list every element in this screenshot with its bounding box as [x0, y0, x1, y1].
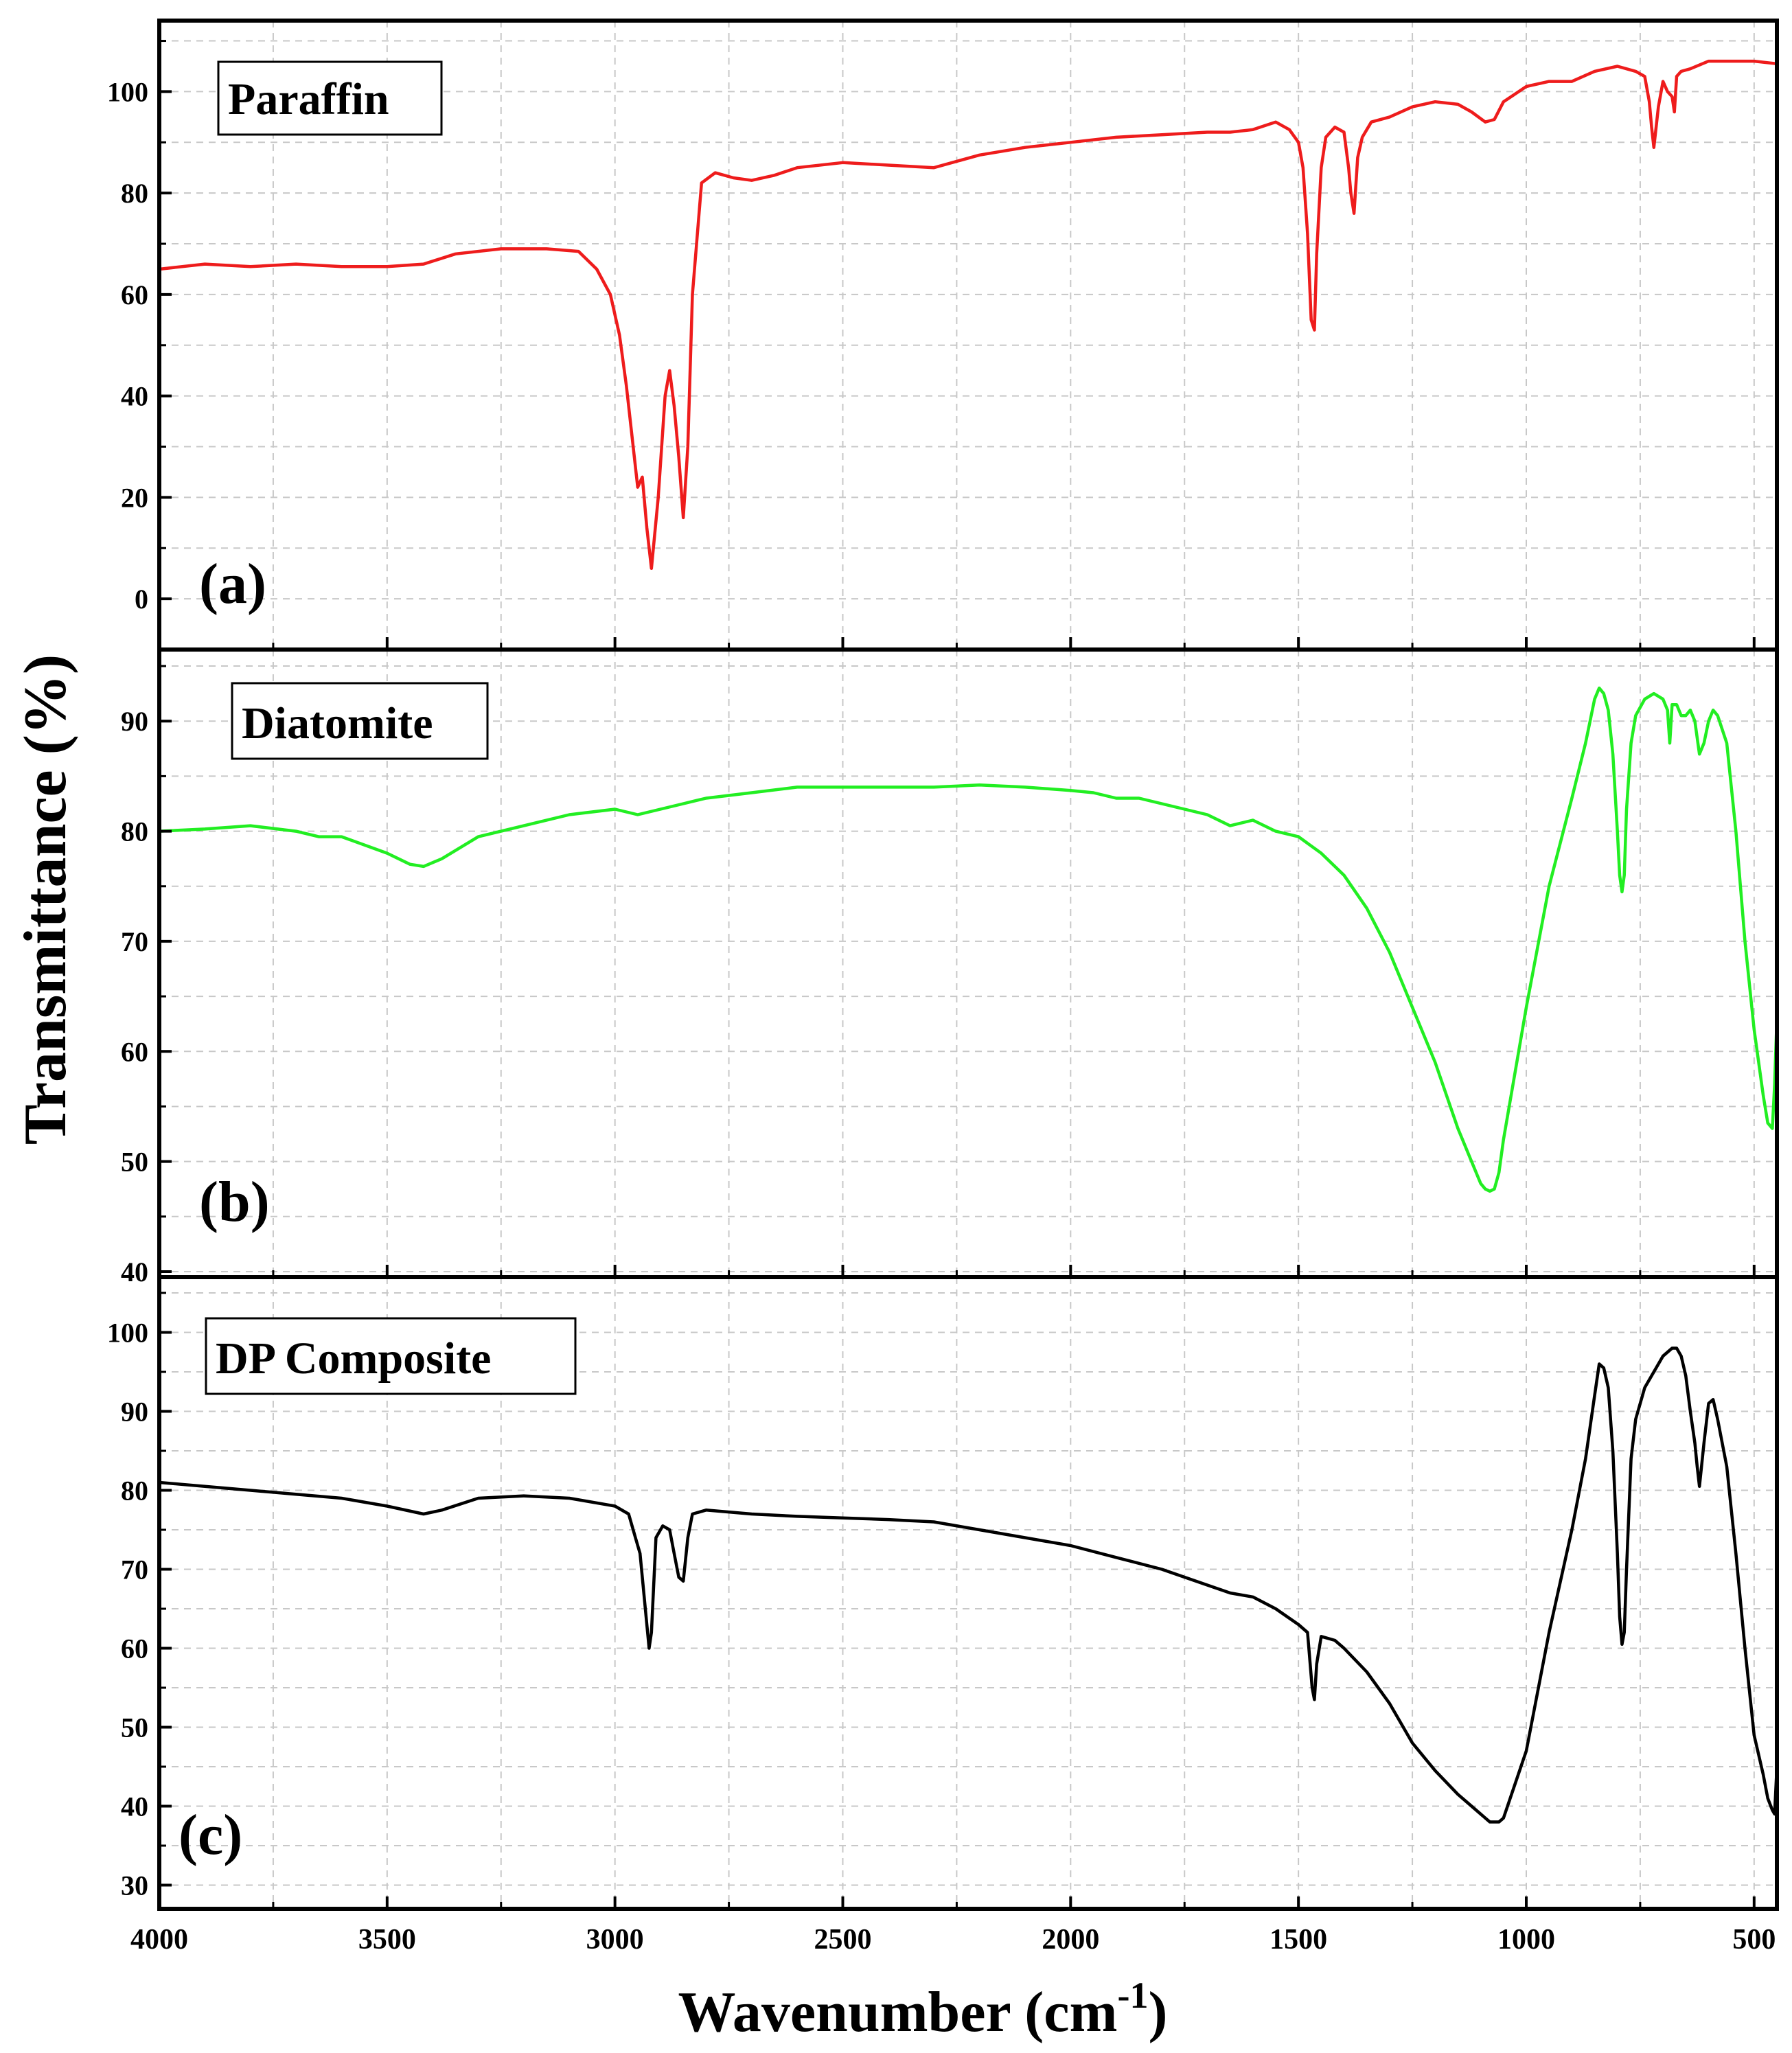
- y-tick-label: 70: [121, 926, 148, 957]
- panel-c: 30 40 50 60 70 80 90 100 DP Composite (c): [107, 1275, 1779, 1911]
- y-tick-label: 60: [121, 1633, 148, 1664]
- y-tick-label: 80: [121, 816, 148, 847]
- panel-label-b: (b): [199, 1170, 270, 1234]
- y-axis-title: Transmittance (%): [12, 654, 79, 1145]
- panel-b: 40 50 60 70 80 90 Diatomite (b): [121, 647, 1779, 1287]
- y-tick-label: 60: [121, 1036, 148, 1067]
- legend-text-a: Paraffin: [228, 74, 389, 124]
- y-tick-label: 90: [121, 1397, 148, 1427]
- legend-c: DP Composite: [205, 1317, 577, 1395]
- x-axis: 4000 3500 3000 2500 2000 1500 1000 500: [130, 1924, 1776, 1955]
- plot-frame-c: [157, 1275, 1779, 1911]
- y-tick-label: 20: [121, 482, 148, 513]
- y-ticks-c: 30 40 50 60 70 80 90 100: [107, 1292, 1756, 1909]
- legend-box-c: [205, 1317, 577, 1395]
- y-ticks-a: 0 20 40 60 80 100: [107, 40, 1756, 650]
- series-line-c: [159, 1346, 1779, 1824]
- y-tick-label: 60: [121, 279, 148, 310]
- y-tick-label: 100: [107, 1318, 148, 1349]
- y-tick-label: 100: [107, 76, 148, 107]
- x-tick-label: 2500: [814, 1924, 871, 1955]
- legend-box-b: [231, 682, 489, 760]
- x-tick-label: 3000: [586, 1924, 644, 1955]
- legend-a: Paraffin: [217, 60, 443, 136]
- gridlines-c: [159, 1277, 1777, 1909]
- series-line-b: [159, 686, 1779, 1193]
- x-tick-label: 1000: [1497, 1924, 1555, 1955]
- y-tick-label: 90: [121, 706, 148, 737]
- y-tick-label: 50: [121, 1147, 148, 1178]
- x-tick-label: 1500: [1270, 1924, 1327, 1955]
- y-tick-label: 70: [121, 1555, 148, 1585]
- y-tick-label: 80: [121, 1476, 148, 1506]
- panels: 0 20 40 60 80 100 Paraffin (a) 40 50 60 70 80 90 Diato…: [107, 19, 1779, 1911]
- x-axis-title-text: Wavenumber (cm: [678, 1980, 1117, 2044]
- x-tick-label: 500: [1732, 1924, 1776, 1955]
- panel-label-a: (a): [199, 552, 266, 616]
- x-tick-label: 3500: [358, 1924, 416, 1955]
- y-tick-label: 50: [121, 1712, 148, 1743]
- legend-b: Diatomite: [231, 682, 489, 760]
- y-tick-label: 40: [121, 1257, 148, 1287]
- y-tick-label: 40: [121, 381, 148, 412]
- gridlines-b: [159, 650, 1777, 1277]
- legend-text-c: DP Composite: [216, 1333, 491, 1384]
- panel-label-c: (c): [179, 1803, 242, 1867]
- panel-a: 0 20 40 60 80 100 Paraffin (a): [107, 19, 1779, 652]
- x-tick-label: 2000: [1042, 1924, 1099, 1955]
- legend-text-b: Diatomite: [242, 698, 433, 748]
- x-axis-title-superscript: -1: [1118, 1975, 1149, 2016]
- x-tick-label: 4000: [130, 1924, 188, 1955]
- y-tick-label: 0: [135, 584, 148, 615]
- y-tick-label: 40: [121, 1791, 148, 1822]
- y-tick-label: 30: [121, 1870, 148, 1901]
- y-tick-label: 80: [121, 178, 148, 209]
- x-axis-title-close: ): [1149, 1980, 1168, 2044]
- gridlines-a: [159, 21, 1777, 650]
- x-axis-title: Wavenumber (cm-1): [678, 1975, 1167, 2044]
- legend-box-a: [217, 60, 443, 136]
- series-line-a: [159, 59, 1778, 571]
